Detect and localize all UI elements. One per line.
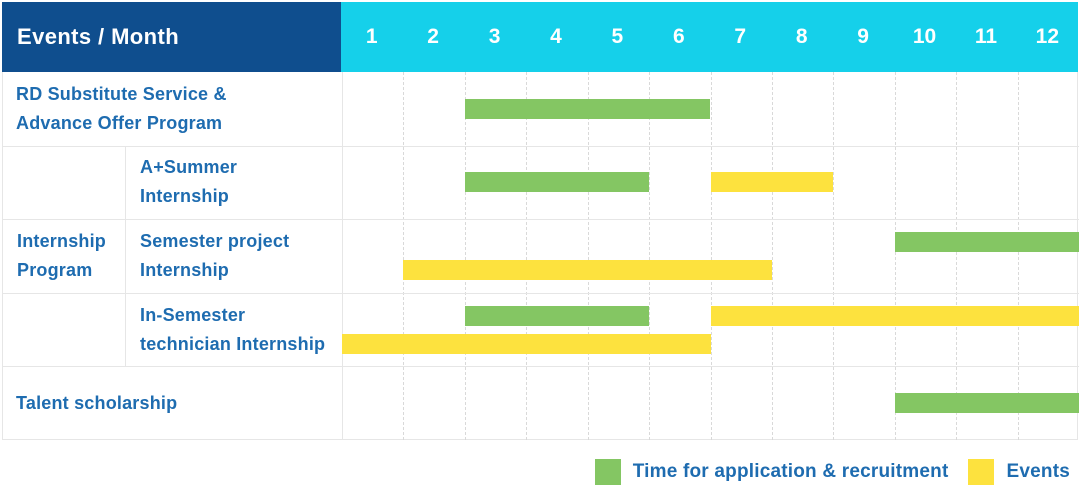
event-bar (710, 172, 834, 193)
month-label-10: 10 (912, 25, 937, 48)
group-subcolumn-divider (125, 145, 126, 367)
month-label-2: 2 (427, 25, 439, 48)
row-label-line: technician Internship (140, 333, 326, 354)
event-bar (342, 333, 711, 354)
event-bar (403, 260, 772, 280)
recruitment-bar (464, 98, 711, 119)
row-divider (3, 145, 1079, 147)
recruitment-bar (464, 172, 650, 193)
month-label-1: 1 (365, 25, 378, 48)
recruitment-bar (894, 393, 1079, 414)
row-divider (3, 366, 1079, 368)
month-gridline (403, 72, 405, 440)
legend-label: Events (1006, 461, 1070, 482)
month-gridline (833, 72, 835, 440)
row-divider (3, 219, 1079, 221)
month-gridline (464, 72, 466, 440)
month-gridline (587, 72, 589, 440)
row-label-line: RD Substitute Service & (16, 83, 227, 104)
month-gridline (771, 72, 773, 440)
month-label-8: 8 (795, 25, 808, 48)
month-gridline (649, 72, 651, 440)
month-label-9: 9 (857, 25, 869, 48)
event-bar (710, 305, 1079, 326)
legend-item: Events (968, 459, 1070, 485)
row-label: A+Summer Internship (125, 146, 342, 220)
column-header-months: 1 2 3 4 5 6 7 8 9 10 11 12 (341, 2, 1078, 72)
gantt-body: Internship Program RD Substitute Service &… (2, 72, 1079, 440)
group-label-line: Internship (17, 230, 107, 251)
group-label: Internship Program (3, 146, 125, 367)
month-label-12: 12 (1035, 25, 1060, 48)
month-gridline (1017, 72, 1019, 440)
month-label-11: 11 (974, 25, 998, 48)
row-label: In-Semester technician Internship (125, 293, 342, 367)
legend-swatch-recruitment (594, 459, 621, 485)
month-label-6: 6 (672, 25, 685, 48)
row-label-line: A+Summer (140, 157, 238, 178)
recruitment-bar (464, 305, 650, 326)
month-label-4: 4 (550, 25, 562, 48)
month-gridline (526, 72, 528, 440)
row-divider (3, 292, 1079, 294)
row-label-line: Internship (140, 186, 230, 207)
row-label: RD Substitute Service & Advance Offer Pro… (3, 72, 342, 146)
row-label: Talent scholarship (3, 366, 342, 440)
group-label-line: Program (17, 259, 93, 280)
row-label-line: Advance Offer Program (16, 112, 223, 133)
row-label-line: In-Semester (140, 304, 246, 325)
month-gridline (956, 72, 958, 440)
header-title-text: Events / Month (17, 24, 180, 49)
row-label-line: Talent scholarship (16, 392, 178, 413)
legend-label: Time for application & recruitment (632, 461, 949, 482)
month-label-3: 3 (488, 25, 501, 48)
legend-item: Time for application & recruitment (594, 459, 949, 485)
table-header-title: Events / Month (2, 2, 341, 72)
month-gridline (710, 72, 712, 440)
month-label-7: 7 (734, 25, 747, 48)
month-label-5: 5 (611, 25, 624, 48)
row-label-line: Semester project (140, 230, 290, 251)
month-gridline (894, 72, 896, 440)
row-label-line: Internship (140, 259, 230, 280)
legend: Time for application & recruitment Events (594, 458, 1070, 486)
label-chart-divider (342, 72, 343, 440)
legend-swatch-events (968, 459, 995, 485)
recruitment-bar (894, 232, 1079, 252)
row-label: Semester project Internship (125, 219, 342, 293)
